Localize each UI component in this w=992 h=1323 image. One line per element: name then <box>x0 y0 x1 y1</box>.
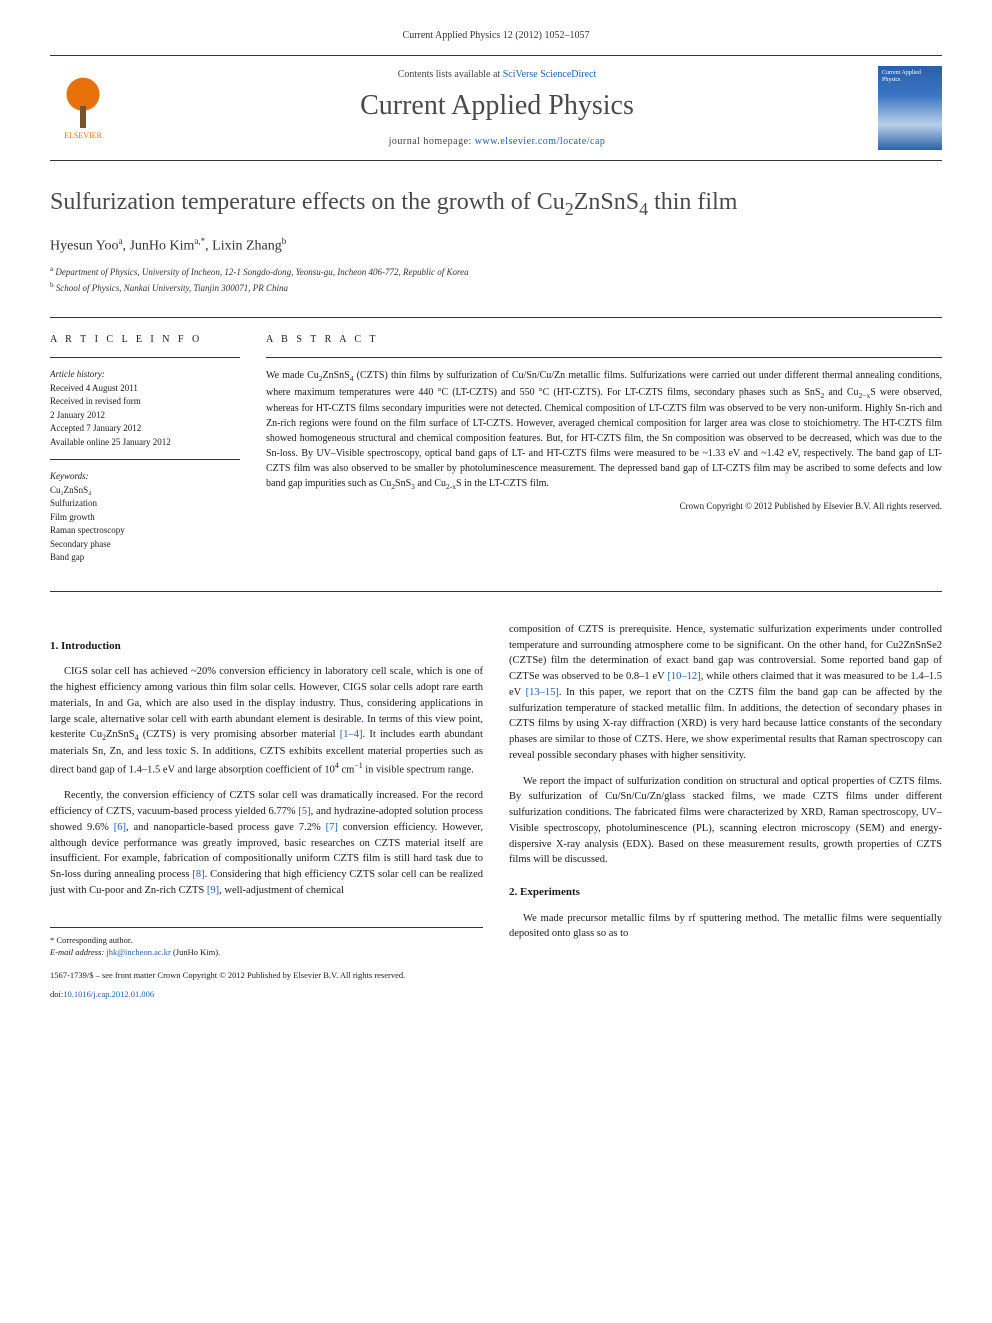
history-line: Accepted 7 January 2012 <box>50 422 240 436</box>
affiliations: a Department of Physics, University of I… <box>50 264 942 295</box>
section-divider <box>50 591 942 592</box>
history-label: Article history: <box>50 368 240 382</box>
keyword: Sulfurization <box>50 497 240 511</box>
article-info-column: A R T I C L E I N F O Article history: R… <box>50 332 240 565</box>
sciencedirect-link[interactable]: SciVerse ScienceDirect <box>503 69 597 80</box>
keywords-label: Keywords: <box>50 470 240 484</box>
doi-line: doi:10.1016/j.cap.2012.01.006 <box>50 988 483 1001</box>
keyword: Cu₂ZnSnS₄ <box>50 484 240 498</box>
affiliation-a: a Department of Physics, University of I… <box>50 264 942 280</box>
corr-email-line: E-mail address: jhk@incheon.ac.kr (JunHo… <box>50 946 483 959</box>
affiliation-b: b School of Physics, Nankai University, … <box>50 280 942 296</box>
doi-link[interactable]: 10.1016/j.cap.2012.01.006 <box>63 989 154 999</box>
issn-line: 1567-1739/$ – see front matter Crown Cop… <box>50 969 483 982</box>
section-divider <box>50 317 942 318</box>
body-paragraph: We report the impact of sulfurization co… <box>509 774 942 869</box>
abstract-text: We made Cu2ZnSnS4 (CZTS) thin films by s… <box>266 368 942 492</box>
contents-available-line: Contents lists available at SciVerse Sci… <box>116 69 878 80</box>
history-line: Received in revised form <box>50 395 240 409</box>
body-paragraph: CIGS solar cell has achieved ~20% conver… <box>50 664 483 778</box>
article-info-heading: A R T I C L E I N F O <box>50 332 240 347</box>
journal-reference: Current Applied Physics 12 (2012) 1052–1… <box>50 30 942 41</box>
history-line: 2 January 2012 <box>50 409 240 423</box>
keyword: Band gap <box>50 551 240 565</box>
keyword: Film growth <box>50 511 240 525</box>
history-line: Received 4 August 2011 <box>50 382 240 396</box>
body-paragraph: We made precursor metallic films by rf s… <box>509 911 942 943</box>
keyword: Raman spectroscopy <box>50 524 240 538</box>
section-2-heading: 2. Experiments <box>509 884 942 901</box>
elsevier-tree-icon <box>61 76 105 128</box>
keyword: Secondary phase <box>50 538 240 552</box>
body-right-column: composition of CZTS is prerequisite. Hen… <box>509 622 942 1001</box>
doi-label: doi: <box>50 989 63 999</box>
body-left-column: 1. Introduction CIGS solar cell has achi… <box>50 622 483 1001</box>
publisher-name: ELSEVIER <box>64 131 102 140</box>
journal-header: ELSEVIER Contents lists available at Sci… <box>50 55 942 161</box>
homepage-prefix: journal homepage: <box>389 136 475 147</box>
section-1-heading: 1. Introduction <box>50 638 483 655</box>
contents-prefix: Contents lists available at <box>398 69 503 80</box>
cover-text: Current Applied Physics <box>882 70 938 83</box>
email-label: E-mail address: <box>50 947 106 957</box>
body-paragraph: Recently, the conversion efficiency of C… <box>50 788 483 898</box>
journal-cover-thumbnail: Current Applied Physics <box>878 66 942 150</box>
abstract-column: A B S T R A C T We made Cu2ZnSnS4 (CZTS)… <box>266 332 942 565</box>
body-paragraph: composition of CZTS is prerequisite. Hen… <box>509 622 942 764</box>
corr-label: * Corresponding author. <box>50 934 483 947</box>
author-list: Hyesun Yooa, JunHo Kima,*, Lixin Zhangb <box>50 236 942 255</box>
email-name: (JunHo Kim). <box>171 947 220 957</box>
abstract-heading: A B S T R A C T <box>266 332 942 347</box>
info-abstract-row: A R T I C L E I N F O Article history: R… <box>50 332 942 565</box>
footer-block: * Corresponding author. E-mail address: … <box>50 927 483 1001</box>
corresponding-author: * Corresponding author. E-mail address: … <box>50 934 483 960</box>
article-title: Sulfurization temperature effects on the… <box>50 189 942 220</box>
history-line: Available online 25 January 2012 <box>50 436 240 450</box>
homepage-line: journal homepage: www.elsevier.com/locat… <box>116 136 878 147</box>
homepage-link[interactable]: www.elsevier.com/locate/cap <box>475 136 606 147</box>
abstract-copyright: Crown Copyright © 2012 Published by Else… <box>266 500 942 514</box>
email-link[interactable]: jhk@incheon.ac.kr <box>106 947 170 957</box>
body-columns: 1. Introduction CIGS solar cell has achi… <box>50 622 942 1001</box>
header-center: Contents lists available at SciVerse Sci… <box>116 69 878 147</box>
elsevier-logo: ELSEVIER <box>50 68 116 148</box>
journal-title: Current Applied Physics <box>116 90 878 122</box>
